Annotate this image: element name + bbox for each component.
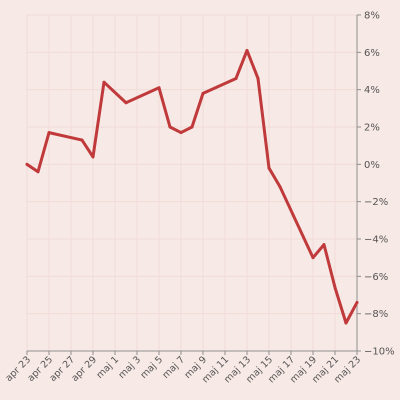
data-point — [157, 86, 161, 90]
data-point — [333, 286, 337, 290]
data-point — [267, 166, 271, 170]
y-tick-label: 6% — [364, 48, 380, 59]
data-point — [124, 101, 128, 105]
data-point — [344, 321, 348, 325]
data-point — [179, 131, 183, 135]
series — [25, 48, 359, 325]
data-point — [36, 170, 40, 174]
data-point — [256, 76, 260, 80]
data-point — [47, 131, 51, 135]
x-tick-label: apr 29 — [70, 354, 100, 384]
data-point — [25, 162, 29, 166]
data-point — [278, 185, 282, 189]
y-tick-label: 2% — [364, 123, 380, 134]
data-point — [168, 125, 172, 129]
data-point — [234, 76, 238, 80]
data-point — [355, 300, 359, 304]
y-tick-label: 8% — [364, 11, 380, 22]
x-tick-label: maj 1 — [94, 354, 121, 381]
data-point — [102, 80, 106, 84]
data-point — [201, 91, 205, 95]
data-point — [190, 125, 194, 129]
axes — [27, 15, 358, 352]
x-tick-label: maj 3 — [116, 354, 143, 381]
y-tick-label: −2% — [364, 197, 388, 208]
y-axis-ticks: 8% 6% 4% 2% 0% −2% −4% −6% −8% −10% — [357, 11, 395, 358]
data-point — [80, 138, 84, 142]
y-tick-label: 0% — [364, 160, 380, 171]
series-line — [25, 48, 359, 325]
x-tick-label: maj 7 — [160, 354, 187, 381]
y-tick-label: −8% — [364, 309, 388, 320]
data-point — [311, 256, 315, 260]
data-point — [245, 48, 249, 52]
y-tick-label: −10% — [364, 347, 395, 358]
data-point — [91, 155, 95, 159]
y-tick-label: −4% — [364, 235, 388, 246]
grid — [26, 14, 358, 352]
x-tick-label: maj 5 — [138, 354, 165, 381]
y-tick-label: −6% — [364, 272, 388, 283]
y-tick-label: 4% — [364, 85, 380, 96]
data-point — [322, 243, 326, 247]
